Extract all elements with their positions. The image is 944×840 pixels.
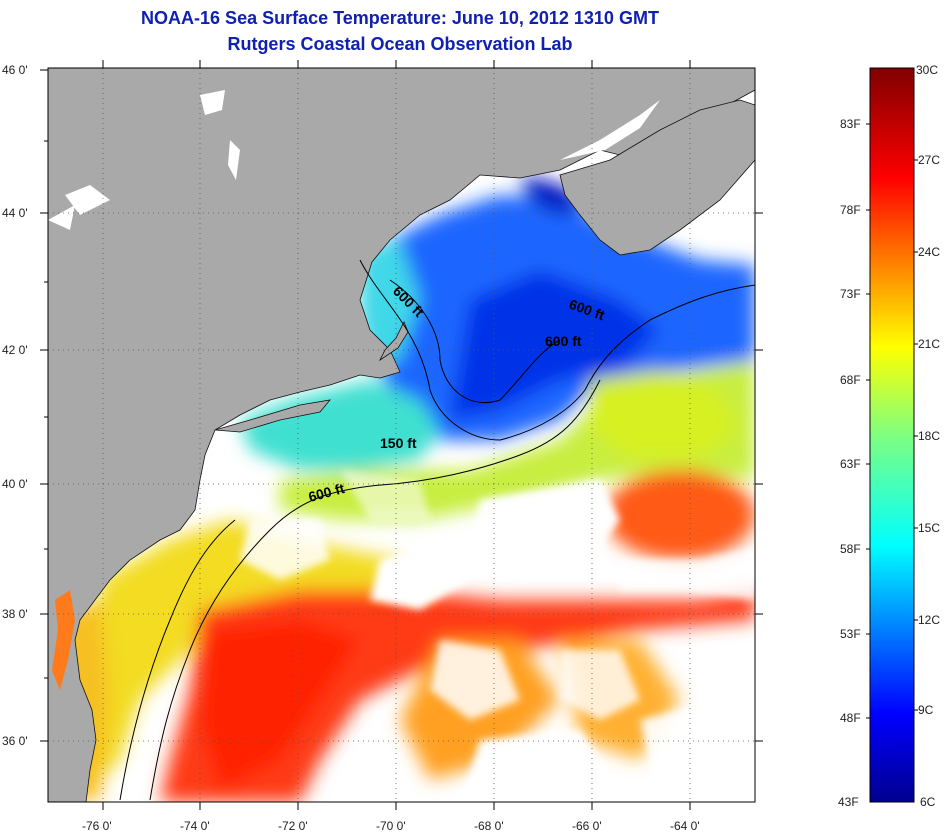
map-subtitle: Rutgers Coastal Ocean Observation Lab — [227, 34, 573, 54]
axis-ticks — [40, 60, 763, 810]
isobaths — [119, 259, 755, 801]
lon-tick-label: -64 0' — [670, 819, 700, 833]
chesapeake-bay — [52, 590, 75, 690]
contour-label: 600 ft — [545, 333, 582, 349]
lon-tick-label: -68 0' — [474, 819, 504, 833]
colorbar-fahrenheit-label: 48F — [840, 711, 861, 725]
colorbar-celsius-label: 21C — [918, 337, 940, 351]
lon-tick-label: -76 0' — [82, 819, 112, 833]
lon-tick-label: -74 0' — [180, 819, 210, 833]
lon-tick-label: -66 0' — [572, 819, 602, 833]
colorbar-celsius-label: 12C — [918, 613, 940, 627]
map-frame — [47, 67, 756, 803]
lat-tick-label: 36 0' — [2, 734, 28, 748]
colorbar-fahrenheit-label: 73F — [840, 287, 861, 301]
colorbar-celsius-label: 9C — [918, 703, 934, 717]
lat-tick-label: 44 0' — [2, 206, 28, 220]
colorbar-fahrenheit-label: 78F — [840, 203, 861, 217]
colorbar-fahrenheit-label: 43F — [838, 795, 859, 809]
inland-water — [48, 90, 660, 230]
colorbar-celsius-label: 24C — [918, 245, 940, 259]
colorbar-fahrenheit-label: 53F — [840, 627, 861, 641]
colorbar-celsius-label: 15C — [918, 521, 940, 535]
lat-tick-label: 42 0' — [2, 343, 28, 357]
lat-tick-label: 46 0' — [2, 63, 28, 77]
colorbar-fahrenheit-label: 58F — [840, 542, 861, 556]
map-area: 600 ft 600 ft 600 ft 150 ft 600 ft — [48, 68, 755, 802]
map-title: NOAA-16 Sea Surface Temperature: June 10… — [141, 8, 659, 28]
lon-tick-label: -70 0' — [376, 819, 406, 833]
colorbar-celsius-label: 18C — [918, 429, 940, 443]
land-mass — [48, 68, 755, 802]
colorbar-fahrenheit-label: 68F — [840, 373, 861, 387]
colorbar — [869, 67, 915, 803]
colorbar-fahrenheit-label: 83F — [840, 117, 861, 131]
contour-label: 150 ft — [380, 435, 417, 451]
colorbar-ticks — [866, 123, 918, 719]
colorbar-celsius-label: 30C — [916, 63, 938, 77]
lon-tick-label: -72 0' — [278, 819, 308, 833]
colorbar-celsius-label: 27C — [918, 153, 940, 167]
colorbar-celsius-label: 6C — [920, 795, 936, 809]
colorbar-fahrenheit-label: 63F — [840, 457, 861, 471]
lat-tick-label: 38 0' — [2, 607, 28, 621]
lat-tick-label: 40 0' — [2, 477, 28, 491]
